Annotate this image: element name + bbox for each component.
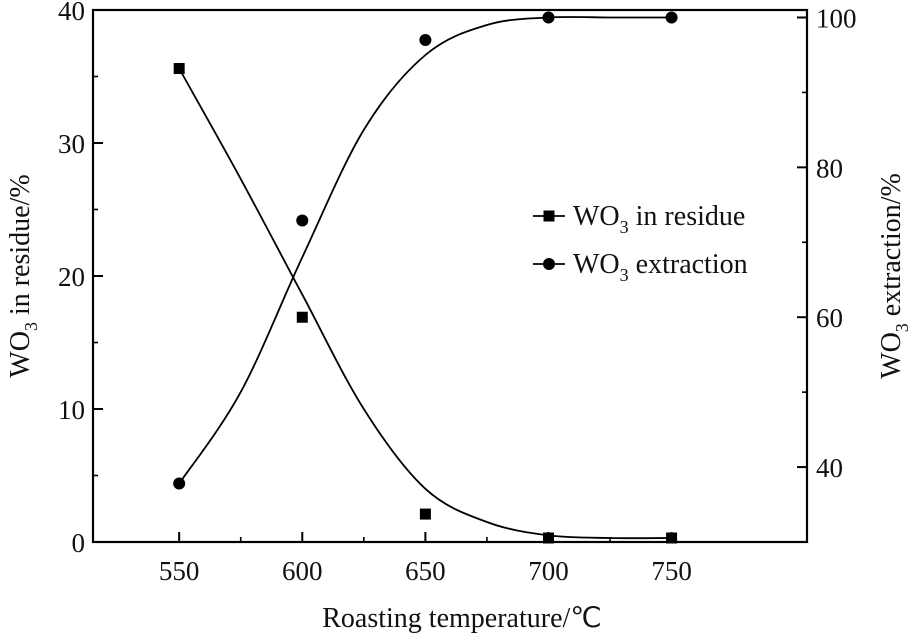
x-tick-label: 700 <box>528 556 569 586</box>
series-line-1 <box>178 16 672 485</box>
square-marker <box>419 508 431 520</box>
circle-marker <box>665 11 678 24</box>
left-tick-label: 30 <box>58 129 85 159</box>
circle-marker <box>419 33 432 46</box>
right-tick-label: 80 <box>816 153 843 183</box>
circle-marker <box>296 214 309 227</box>
x-axis-title: Roasting temperature/℃ <box>322 603 601 634</box>
x-tick-label: 600 <box>282 556 323 586</box>
circle-marker <box>542 11 555 24</box>
right-tick-label: 60 <box>816 303 843 333</box>
series-lines <box>178 16 672 540</box>
series-line-0 <box>178 68 672 540</box>
right-tick-label: 100 <box>816 3 857 33</box>
circle-marker <box>173 477 186 490</box>
x-tick-label: 750 <box>651 556 692 586</box>
left-tick-label: 40 <box>58 0 85 26</box>
square-marker <box>542 532 554 544</box>
legend-label-1: WO3 extraction <box>573 249 748 285</box>
legend-circle-marker <box>543 258 555 270</box>
left-tick-label: 10 <box>58 395 85 425</box>
x-tick-label: 550 <box>159 556 200 586</box>
legend-square-marker <box>543 210 555 222</box>
square-marker <box>666 532 678 544</box>
markers <box>173 11 678 544</box>
tick-labels: 550 600 650 700 750 0 10 20 30 40 40 60 80 100 <box>58 0 857 586</box>
legend-label-0: WO3 in residue <box>573 201 745 237</box>
x-tick-label: 650 <box>405 556 446 586</box>
left-axis-title: WO3 in residue/% <box>5 174 41 377</box>
left-tick-label: 20 <box>58 262 85 292</box>
right-axis-title: WO3 extraction/% <box>876 173 912 379</box>
left-tick-label: 0 <box>72 528 86 558</box>
square-marker <box>296 311 308 323</box>
legend: WO3 in residue WO3 extraction <box>533 201 748 285</box>
right-tick-label: 40 <box>816 453 843 483</box>
square-marker <box>173 63 185 75</box>
